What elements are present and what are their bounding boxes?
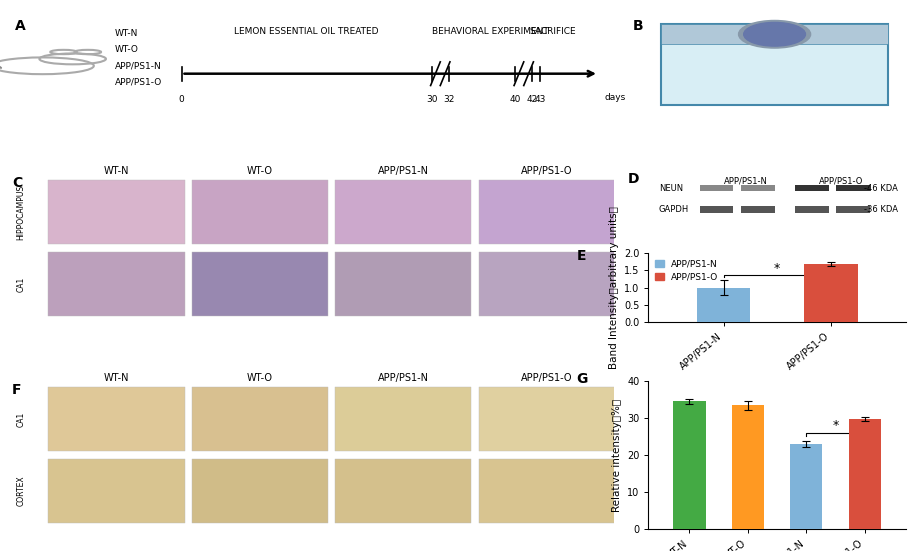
Bar [479,252,615,316]
Text: WT-O: WT-O [247,374,273,383]
Text: WT-N: WT-N [115,29,138,38]
Bar [192,387,328,451]
Text: E: E [576,249,586,263]
Bar [192,180,328,245]
Text: G: G [576,372,587,386]
Bar [479,387,615,451]
Bar [732,405,764,529]
Bar [192,252,328,316]
Text: CA1: CA1 [16,277,26,291]
Bar [849,419,881,529]
Text: C: C [12,176,23,190]
Bar [795,206,829,213]
Text: 32: 32 [443,95,455,104]
Bar [741,185,775,191]
Bar [335,252,471,316]
Text: APP/PS1-O: APP/PS1-O [521,374,572,383]
Bar [48,459,185,523]
Bar [836,206,870,213]
Bar [836,185,870,191]
Bar [48,252,185,316]
Bar [662,24,888,105]
Text: A: A [16,19,26,34]
Bar [335,459,471,523]
Bar [741,206,775,213]
Text: 30: 30 [426,95,437,104]
Text: D: D [628,172,640,186]
Bar [700,206,734,213]
Legend: APP/PS1-N, APP/PS1-O: APP/PS1-N, APP/PS1-O [653,257,720,284]
Text: NEUN: NEUN [659,183,683,193]
Text: *: * [774,262,780,275]
Text: WT-N: WT-N [103,374,129,383]
Bar [700,185,734,191]
Text: SACRIFICE: SACRIFICE [530,27,576,36]
Text: 0: 0 [178,95,185,104]
Text: GAPDH: GAPDH [659,205,689,214]
Y-axis label: Relative intensity（%）: Relative intensity（%） [611,398,621,512]
Text: APP/PS1-N: APP/PS1-N [725,176,769,185]
Text: -36 KDA: -36 KDA [864,205,899,214]
Text: days: days [605,93,626,102]
Bar [479,180,615,245]
Bar [192,459,328,523]
Circle shape [744,23,805,46]
Bar [696,288,750,322]
Bar [479,459,615,523]
Text: 43: 43 [534,95,546,104]
Text: APP/PS1-O: APP/PS1-O [115,78,162,87]
Text: WT-N: WT-N [103,166,129,176]
Bar [791,444,823,529]
Text: HIPPOCAMPUS: HIPPOCAMPUS [16,185,26,240]
Bar [335,387,471,451]
Bar [335,180,471,245]
Bar [795,185,829,191]
Bar [662,24,888,44]
Text: BEHAVIORAL EXPERIMENT: BEHAVIORAL EXPERIMENT [432,27,549,36]
Text: CORTEX: CORTEX [16,476,26,506]
Text: 40: 40 [510,95,521,104]
Bar [673,402,705,529]
Bar [48,180,185,245]
Bar [804,264,857,322]
Text: APP/PS1-O: APP/PS1-O [819,176,864,185]
Text: CA1: CA1 [16,412,26,427]
Text: WT-O: WT-O [247,166,273,176]
Text: -46 KDA: -46 KDA [865,183,899,193]
Text: APP/PS1-N: APP/PS1-N [378,374,429,383]
Text: *: * [833,419,839,432]
Text: 42: 42 [526,95,538,104]
Text: B: B [633,19,643,34]
Y-axis label: Band Intensity（arbitrary units）: Band Intensity（arbitrary units） [608,206,619,369]
Circle shape [738,20,811,48]
Text: APP/PS1-O: APP/PS1-O [521,166,572,176]
Text: WT-O: WT-O [115,45,139,54]
Bar [48,387,185,451]
Text: LEMON ESSENTIAL OIL TREATED: LEMON ESSENTIAL OIL TREATED [234,27,379,36]
Text: APP/PS1-N: APP/PS1-N [378,166,429,176]
Text: APP/PS1-N: APP/PS1-N [115,61,162,71]
Text: F: F [12,382,22,397]
